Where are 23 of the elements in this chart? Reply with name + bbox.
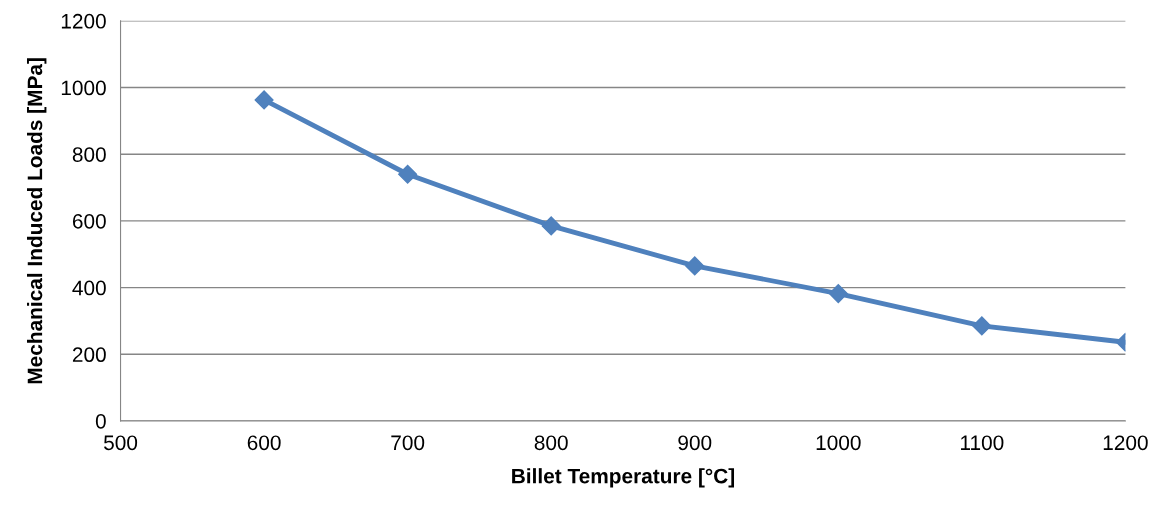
y-tick-label: 1200 [61, 13, 106, 29]
point [828, 284, 848, 304]
x-axis-title: Billet Temperature [°C] [512, 468, 735, 488]
y-tick-label: 400 [72, 280, 106, 296]
y-tick-label: 0 [95, 413, 106, 429]
y-tick-label: 800 [72, 147, 106, 162]
point [398, 164, 418, 184]
y-axis-title: Mechanical Induced Loads [MPa] [27, 58, 47, 384]
point [685, 256, 705, 276]
x-tick-label: 600 [247, 435, 281, 451]
y-tick-label: 1000 [61, 80, 106, 96]
x-tick-label: 1000 [816, 435, 861, 451]
point [541, 216, 561, 236]
y-tick-label: 600 [72, 213, 106, 229]
point [972, 316, 992, 336]
x-tick-label: 900 [678, 435, 712, 451]
x-tick-label: 500 [103, 435, 138, 451]
x-tick-label: 1200 [1103, 435, 1148, 451]
x-tick-label: 800 [534, 435, 568, 451]
point [254, 90, 274, 110]
x-tick-label: 700 [391, 435, 425, 451]
x-tick-label: 1100 [961, 435, 1004, 451]
y-tick-label: 200 [72, 347, 106, 363]
